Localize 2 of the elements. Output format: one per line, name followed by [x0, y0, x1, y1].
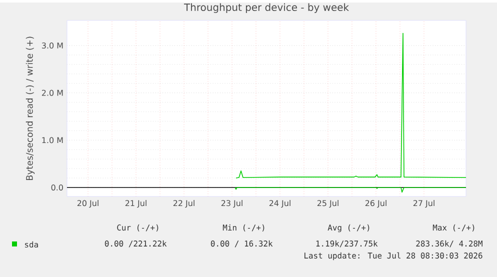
chart-title: Throughput per device - by week	[184, 3, 349, 13]
y-axis-title: Bytes/second read (-) / write (+)	[26, 36, 35, 180]
